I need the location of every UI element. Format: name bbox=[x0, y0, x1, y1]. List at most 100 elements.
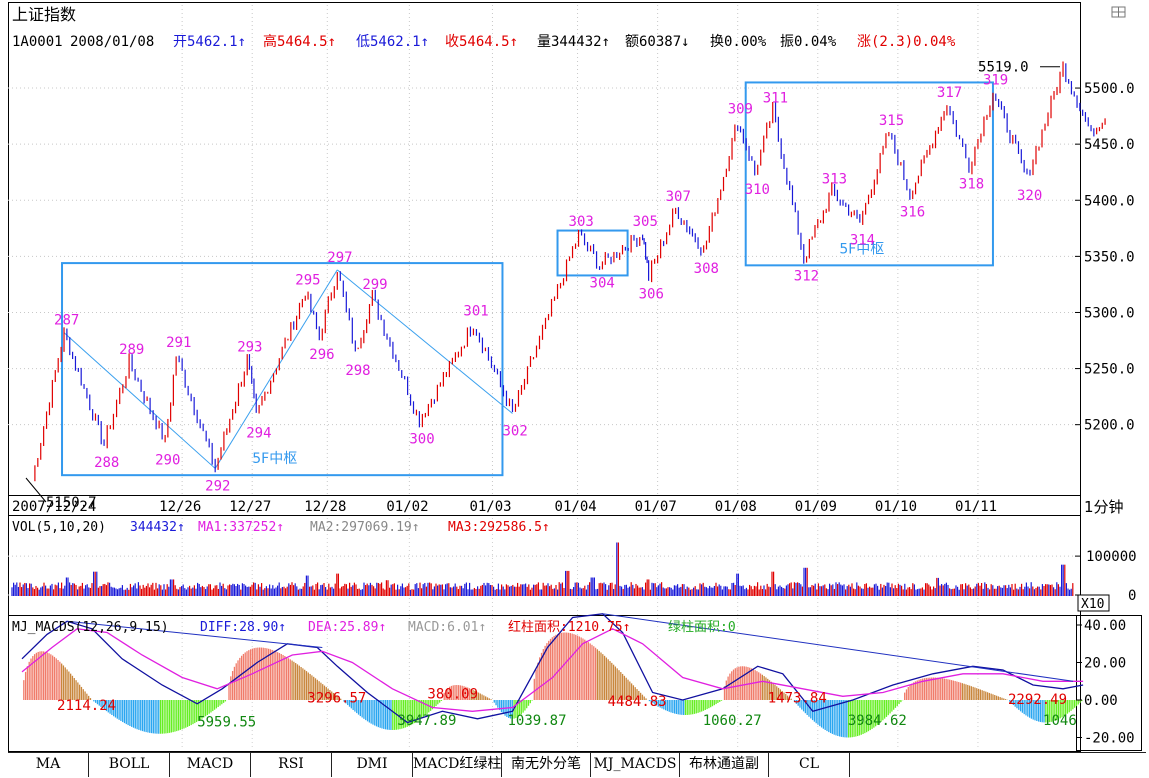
macd-area-label: 1060.27 bbox=[703, 713, 762, 729]
tab-boll[interactable]: BOLL bbox=[89, 753, 170, 777]
macd-area-label: 1473.84 bbox=[768, 690, 827, 706]
wave-label: 311 bbox=[763, 90, 788, 106]
macd-area-label: 4484.83 bbox=[608, 694, 667, 710]
vol-ma3: MA3:292586.5↑ bbox=[448, 520, 550, 535]
macd-diff: DIFF:28.90↑ bbox=[200, 620, 286, 635]
low-marker-line bbox=[25, 477, 47, 503]
price-tick-label: 5400.0 bbox=[1084, 193, 1135, 209]
zhongshu-boxes: 5F中枢 5F中枢 bbox=[61, 81, 994, 477]
volume-tick-label: 100000 bbox=[1086, 549, 1137, 565]
macd-green-area: 绿柱面积:0 bbox=[668, 620, 736, 635]
wave-label: 305 bbox=[633, 214, 658, 230]
macd-area-label: 2114.24 bbox=[57, 698, 116, 714]
quote-code: 1A0001 bbox=[12, 34, 63, 50]
divergence-line bbox=[66, 620, 323, 648]
diff-line bbox=[21, 613, 1084, 724]
wave-label: 310 bbox=[745, 182, 770, 198]
period-label[interactable]: 1分钟 bbox=[1084, 498, 1124, 516]
macd-tick-label: 20.00 bbox=[1084, 656, 1126, 672]
macd-name: MJ_MACDS(12,26,9,15) bbox=[12, 620, 169, 635]
volume-legend: VOL(5,10,20) 344432↑ MA1:337252↑ MA2:297… bbox=[12, 520, 550, 535]
wave-label: 301 bbox=[463, 304, 488, 320]
quote-change: 涨(2.3)0.04% bbox=[857, 34, 956, 50]
macd-red-area: 红柱面积:1210.75↑ bbox=[508, 619, 630, 635]
wave-label: 315 bbox=[879, 113, 904, 129]
tab-ma[interactable]: MA bbox=[8, 753, 89, 777]
macd-tick-label: 40.00 bbox=[1084, 618, 1126, 634]
wave-label: 294 bbox=[246, 426, 271, 442]
tab-dmi[interactable]: DMI bbox=[332, 753, 413, 777]
restore-window-icon[interactable] bbox=[1111, 6, 1126, 18]
tab-mj-macds[interactable]: MJ_MACDS bbox=[591, 753, 680, 777]
trend-line bbox=[63, 332, 216, 469]
price-tick-label: 5250.0 bbox=[1084, 362, 1135, 378]
time-tick-label: 12/28 bbox=[304, 499, 346, 515]
wave-label: 296 bbox=[309, 347, 334, 363]
quote-open: 开5462.1↑ bbox=[173, 34, 246, 50]
divergence-line bbox=[602, 613, 1074, 682]
wave-label: 292 bbox=[205, 478, 230, 494]
price-y-axis: 5500.0 5450.0 5400.0 5350.0 5300.0 5250.0 5200… bbox=[1075, 81, 1135, 434]
zhongshu-box bbox=[744, 81, 994, 267]
macd-area-label: 2292.49 bbox=[1008, 692, 1067, 708]
quote-low: 低5462.1↑ bbox=[356, 34, 429, 50]
price-tick-label: 5200.0 bbox=[1084, 418, 1135, 434]
wave-label: 314 bbox=[850, 233, 875, 249]
wave-label: 308 bbox=[694, 261, 719, 277]
wave-label: 303 bbox=[569, 214, 594, 230]
macd-area-label: 3296.57 bbox=[307, 690, 366, 706]
wave-label: 287 bbox=[54, 313, 79, 329]
macd-tick-label: 0.00 bbox=[1084, 693, 1118, 709]
price-grid bbox=[8, 5, 1081, 750]
high-marker-label: 5519.0 bbox=[978, 60, 1029, 76]
volume-bars bbox=[11, 542, 1074, 596]
time-tick-label: 12/26 bbox=[159, 499, 201, 515]
wave-label: 312 bbox=[794, 269, 819, 285]
macd-legend: MJ_MACDS(12,26,9,15) DIFF:28.90↑ DEA:25.… bbox=[12, 619, 736, 635]
wave-label: 302 bbox=[502, 423, 527, 439]
zhongshu-label: 5F中枢 bbox=[252, 451, 297, 467]
wave-label: 313 bbox=[822, 171, 847, 187]
trend-line bbox=[336, 269, 513, 414]
wave-label: 300 bbox=[409, 431, 434, 447]
wave-label: 293 bbox=[237, 340, 262, 356]
price-candles: 5150.7 5519.0 bbox=[25, 60, 1106, 511]
wave-label: 307 bbox=[666, 189, 691, 205]
quote-line: 1A0001 2008/01/08 开5462.1↑ 高5464.5↑ 低546… bbox=[12, 33, 956, 50]
volume-multiplier: X10 bbox=[1081, 597, 1104, 612]
wave-labels: 287 288 289 290 291 292 293 294 295 296 297 298 299 3… bbox=[54, 73, 1042, 495]
tab-cl[interactable]: CL bbox=[769, 753, 850, 777]
macd-dea: DEA:25.89↑ bbox=[308, 620, 386, 635]
macd-y-axis: 40.00 20.00 0.00 -20.00 bbox=[1076, 618, 1135, 747]
time-tick-label: 01/08 bbox=[715, 499, 757, 515]
wave-label: 320 bbox=[1017, 188, 1042, 204]
time-tick-label: 01/10 bbox=[875, 499, 917, 515]
tab-macd[interactable]: MACD bbox=[170, 753, 251, 777]
tab-rsi[interactable]: RSI bbox=[251, 753, 332, 777]
volume-y-axis: 100000 0 X10 bbox=[1075, 549, 1137, 612]
time-tick-label: 01/07 bbox=[635, 499, 677, 515]
tab-bollinger-sub[interactable]: 布林通道副 bbox=[680, 753, 769, 777]
time-tick-label: 12/27 bbox=[229, 499, 271, 515]
multiplier-box bbox=[1077, 594, 1110, 612]
tab-macd-red-green[interactable]: MACD红绿柱 bbox=[413, 753, 502, 777]
wave-label: 309 bbox=[728, 102, 753, 118]
quote-turnover: 换0.00% bbox=[710, 33, 767, 50]
zhongshu-box bbox=[556, 229, 629, 277]
vol-ma2: MA2:297069.19↑ bbox=[310, 520, 420, 535]
time-tick-label: 01/09 bbox=[795, 499, 837, 515]
wave-label: 306 bbox=[639, 287, 664, 303]
time-tick-label: 01/11 bbox=[955, 499, 997, 515]
zhongshu-label: 5F中枢 bbox=[839, 241, 884, 257]
wave-label: 317 bbox=[937, 85, 962, 101]
quote-volume: 量344432↑ bbox=[537, 34, 610, 50]
price-tick-label: 5300.0 bbox=[1084, 305, 1135, 321]
quote-close: 收5464.5↑ bbox=[445, 34, 518, 50]
wave-label: 299 bbox=[362, 277, 387, 293]
dea-line bbox=[21, 628, 1084, 712]
price-tick-label: 5500.0 bbox=[1084, 81, 1135, 97]
quote-amount: 额60387↓ bbox=[625, 34, 690, 50]
tab-nanwu-split[interactable]: 南无外分笔 bbox=[502, 753, 591, 777]
chart-frame bbox=[8, 2, 1081, 752]
